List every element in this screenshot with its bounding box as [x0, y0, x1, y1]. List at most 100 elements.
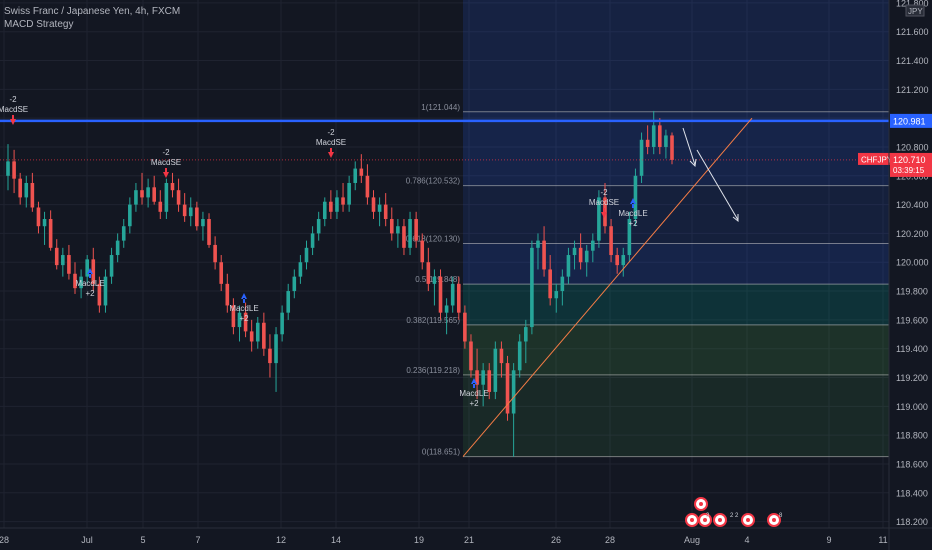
candle-body — [584, 250, 589, 263]
candle-body — [347, 182, 351, 205]
candle-body — [487, 370, 492, 392]
candle-body — [591, 240, 595, 251]
signal-name: MacdSE — [316, 138, 346, 147]
candle-body — [383, 204, 388, 220]
x-tick-label: 14 — [331, 535, 341, 545]
candle-body — [414, 219, 418, 241]
candle-body — [158, 201, 163, 212]
x-tick-label: 19 — [414, 535, 424, 545]
signal-arrow-up-icon — [241, 293, 247, 303]
event-count: 2 — [735, 513, 739, 519]
signal-name: MacdLE — [229, 304, 258, 313]
candle-body — [645, 139, 650, 147]
signal-qty: -2 — [9, 95, 17, 104]
candle-body — [609, 226, 613, 256]
candle-body — [517, 341, 522, 371]
signal-name: MacdLE — [459, 389, 488, 398]
candle-body — [268, 348, 272, 364]
candle-body — [170, 182, 175, 191]
event-count: 8 — [779, 513, 783, 519]
symbol-tag — [858, 152, 890, 165]
trend-line — [462, 117, 753, 457]
x-tick-label: 12 — [276, 535, 286, 545]
candle-body — [146, 187, 150, 198]
x-tick-label: Aug — [684, 535, 700, 545]
signal-name: MacdLE — [618, 209, 647, 218]
y-tick-label: 119.200 — [896, 373, 928, 383]
candle-body — [389, 219, 394, 234]
signal-name: MacdSE — [0, 105, 28, 114]
signal-qty: -2 — [600, 188, 608, 197]
candle-body — [304, 247, 309, 263]
fib-zone — [463, 374, 889, 457]
projection-line — [696, 149, 739, 221]
candle-body — [548, 269, 552, 299]
candle-body — [670, 135, 674, 160]
candle-body — [176, 190, 181, 205]
candle-body — [359, 168, 364, 176]
symbol-tag-label: CHFJPY — [861, 155, 893, 164]
candle-body — [341, 197, 345, 205]
candle-body — [377, 204, 382, 212]
candle-body — [207, 219, 211, 245]
last-price-tag — [890, 152, 932, 177]
y-tick-label: 118.200 — [896, 517, 928, 527]
x-tick-label: 5 — [140, 535, 145, 545]
candle-body — [530, 247, 534, 328]
candle-body — [213, 244, 217, 263]
candle-body — [621, 255, 626, 266]
candle-body — [128, 204, 132, 227]
candle-body — [432, 276, 437, 284]
candle-body — [97, 283, 102, 306]
candle-body — [79, 276, 83, 289]
candle-body — [444, 305, 449, 313]
candle-body — [61, 255, 65, 266]
candle-body — [664, 135, 668, 147]
candle-body — [402, 226, 406, 248]
candle-body — [67, 255, 71, 274]
candle-body — [481, 370, 485, 385]
x-tick-label: 26 — [551, 535, 561, 545]
candle-body — [91, 259, 96, 284]
signal-qty: +2 — [628, 219, 638, 228]
candle-body — [371, 197, 376, 212]
fib-zone-top — [463, 0, 889, 112]
signal-qty: +2 — [469, 399, 479, 408]
signal-arrow-down-icon — [328, 148, 334, 158]
candle-body — [542, 240, 546, 270]
candle-body — [566, 255, 571, 277]
candle-body — [475, 370, 479, 385]
signal-arrow-down-icon — [163, 168, 169, 178]
fib-level-label: 1(121.044) — [421, 103, 460, 112]
signal-arrow-up-icon — [87, 268, 93, 278]
candle-body — [523, 327, 528, 342]
x-tick-label: 28 — [605, 535, 615, 545]
candle-body — [365, 175, 370, 198]
x-tick-label: 28 — [0, 535, 9, 545]
resistance-price-tag — [890, 113, 932, 128]
signal-name: MacdLE — [75, 279, 104, 288]
candle-body — [651, 125, 656, 147]
candle-body — [578, 247, 583, 263]
candle-body — [30, 182, 35, 208]
candle-body — [188, 207, 193, 217]
currency-tag — [905, 4, 925, 17]
candle-body — [511, 370, 516, 414]
candle-body — [353, 168, 358, 183]
candle-body — [121, 226, 126, 241]
countdown-label: 03:39:15 — [893, 166, 925, 175]
candle-body — [134, 190, 138, 205]
candle-body — [262, 322, 266, 349]
candle-body — [615, 255, 619, 266]
y-tick-label: 119.400 — [896, 344, 928, 354]
event-icon-dot — [772, 518, 776, 522]
candle-body — [243, 312, 248, 332]
x-tick-label: 7 — [195, 535, 200, 545]
y-tick-label: 119.000 — [896, 402, 928, 412]
candle-body — [85, 259, 89, 277]
candle-body — [42, 219, 47, 227]
candle-body — [280, 312, 284, 335]
projection-arrowhead — [689, 158, 697, 168]
